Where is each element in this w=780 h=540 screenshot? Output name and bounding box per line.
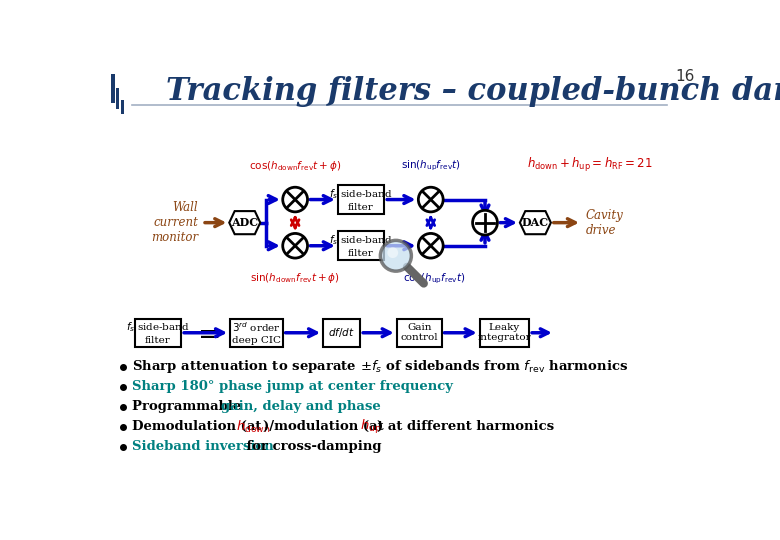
Text: Leaky
integrator: Leaky integrator [477, 323, 531, 342]
Text: Tracking filters – coupled-bunch damping: Tracking filters – coupled-bunch damping [165, 76, 780, 107]
Text: 16: 16 [675, 69, 695, 84]
FancyBboxPatch shape [323, 319, 360, 347]
Text: $df/dt$: $df/dt$ [328, 326, 355, 339]
Text: $h_{\rm down}$: $h_{\rm down}$ [236, 418, 271, 435]
Text: $f_s$ side-band
filter: $f_s$ side-band filter [329, 234, 393, 258]
Text: $h_{\rm up}$: $h_{\rm up}$ [360, 418, 382, 436]
Text: Gain
control: Gain control [400, 323, 438, 342]
Text: $3^{rd}$ order
deep CIC: $3^{rd}$ order deep CIC [232, 321, 281, 345]
Text: DAC: DAC [522, 217, 549, 228]
Text: Sharp attenuation to separate $\pm f_s$ of sidebands from $f_{\rm rev}$ harmonic: Sharp attenuation to separate $\pm f_s$ … [133, 358, 629, 375]
Text: $\cos(h_{\rm up}f_{\rm rev}t)$: $\cos(h_{\rm up}f_{\rm rev}t)$ [403, 271, 466, 286]
Text: ) at different harmonics: ) at different harmonics [377, 420, 554, 433]
FancyBboxPatch shape [121, 100, 124, 114]
Text: Cavity
drive: Cavity drive [586, 208, 623, 237]
FancyBboxPatch shape [116, 88, 119, 110]
Circle shape [388, 247, 399, 258]
FancyBboxPatch shape [338, 185, 385, 214]
Text: $f_s$ side-band
filter: $f_s$ side-band filter [329, 187, 393, 212]
Polygon shape [520, 211, 551, 234]
FancyBboxPatch shape [112, 74, 115, 103]
Text: $h_{\rm down}+h_{\rm up}=h_{\rm RF}=21$: $h_{\rm down}+h_{\rm up}=h_{\rm RF}=21$ [526, 156, 652, 174]
FancyBboxPatch shape [135, 319, 181, 347]
Text: Sharp 180° phase jump at center frequency: Sharp 180° phase jump at center frequenc… [133, 380, 453, 393]
Text: $\cos(h_{\rm down}f_{\rm rev}t+\phi)$: $\cos(h_{\rm down}f_{\rm rev}t+\phi)$ [249, 159, 342, 173]
Polygon shape [229, 211, 261, 234]
Text: Programmable: Programmable [133, 400, 246, 413]
Circle shape [381, 240, 411, 271]
Text: for cross-damping: for cross-damping [243, 440, 381, 453]
Circle shape [418, 233, 443, 258]
Text: gain, delay and phase: gain, delay and phase [221, 400, 381, 413]
Text: $f_s$ side-band
filter: $f_s$ side-band filter [126, 321, 190, 345]
Text: )/modulation (at: )/modulation (at [263, 420, 388, 433]
Text: Wall
current
monitor: Wall current monitor [151, 201, 198, 244]
Circle shape [282, 233, 307, 258]
FancyBboxPatch shape [397, 319, 441, 347]
Text: $\sin(h_{\rm up}f_{\rm rev}t)$: $\sin(h_{\rm up}f_{\rm rev}t)$ [401, 158, 461, 173]
Text: $=$: $=$ [192, 319, 220, 347]
Text: ADC: ADC [231, 217, 258, 228]
Circle shape [473, 211, 498, 235]
Text: $\sin(h_{\rm down}f_{\rm rev}t+\phi)$: $\sin(h_{\rm down}f_{\rm rev}t+\phi)$ [250, 271, 340, 285]
Text: Demodulation (at: Demodulation (at [133, 420, 267, 433]
FancyBboxPatch shape [230, 319, 282, 347]
FancyBboxPatch shape [480, 319, 529, 347]
FancyBboxPatch shape [338, 231, 385, 260]
Text: Sideband inversion: Sideband inversion [133, 440, 274, 453]
Circle shape [418, 187, 443, 212]
Circle shape [282, 187, 307, 212]
